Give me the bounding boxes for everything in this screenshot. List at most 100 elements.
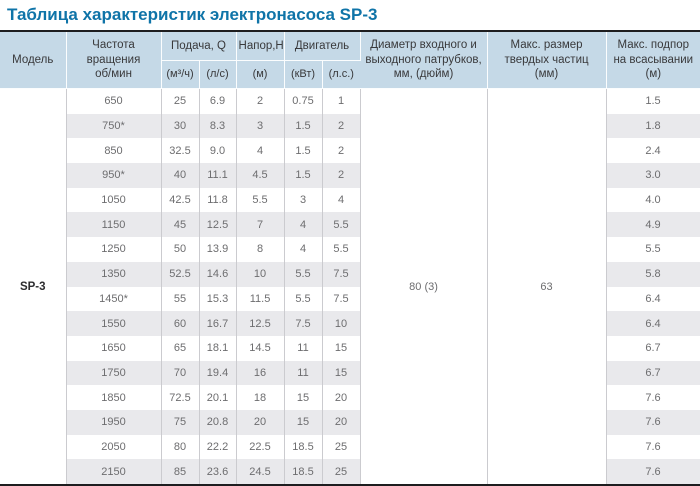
header-speed-line1: Частота: [92, 38, 135, 51]
flow-ls-cell: 13.9: [199, 237, 237, 262]
suction-cell: 5.8: [606, 261, 700, 287]
flow-m3h-cell: 45: [161, 212, 200, 238]
power-kw-cell: 11: [284, 360, 323, 386]
header-head-m-unit: (м): [236, 60, 285, 89]
flow-m3h-cell: 52.5: [161, 261, 200, 287]
header-max-suction-line1: Макс. подпор: [617, 38, 690, 51]
speed-cell: 950*: [66, 163, 162, 188]
table-row: 1450* 55 15.3 11.5 5.5 7.5 6.4: [0, 286, 700, 312]
header-flow-group: Подача, Q: [161, 31, 237, 61]
power-hp-cell: 7.5: [322, 286, 361, 312]
flow-ls-cell: 15.3: [199, 286, 237, 312]
flow-ls-cell: 18.1: [199, 335, 237, 361]
speed-cell: 1350: [66, 261, 162, 287]
flow-ls-cell: 14.6: [199, 261, 237, 287]
flow-ls-cell: 19.4: [199, 360, 237, 386]
head-cell: 10: [236, 261, 285, 287]
table-row: 1650 65 18.1 14.5 11 15 6.7: [0, 335, 700, 361]
diameter-value-cell: 80 (3): [360, 88, 488, 485]
power-hp-cell: 5.5: [322, 212, 361, 238]
header-head-group: Напор,Н: [236, 31, 285, 61]
suction-cell: 6.7: [606, 335, 700, 361]
suction-cell: 6.7: [606, 360, 700, 386]
flow-ls-cell: 11.1: [199, 163, 237, 188]
header-flow-m3h-unit: (м³/ч): [161, 60, 200, 89]
header-speed-line3: об/мин: [95, 68, 132, 81]
table-row: 1550 60 16.7 12.5 7.5 10 6.4: [0, 311, 700, 336]
header-motor-hp-unit: (л.с.): [322, 60, 361, 89]
flow-m3h-cell: 75: [161, 409, 200, 435]
flow-m3h-cell: 65: [161, 335, 200, 361]
power-kw-cell: 0.75: [284, 88, 323, 114]
table-row: 1750 70 19.4 16 11 15 6.7: [0, 360, 700, 386]
flow-m3h-cell: 42.5: [161, 187, 200, 213]
flow-m3h-cell: 80: [161, 434, 200, 460]
table-row: 1150 45 12.5 7 4 5.5 4.9: [0, 212, 700, 238]
speed-cell: 1250: [66, 237, 162, 262]
speed-cell: 750*: [66, 113, 162, 139]
table-row: 1250 50 13.9 8 4 5.5 5.5: [0, 237, 700, 262]
table-row: 1950 75 20.8 20 15 20 7.6: [0, 409, 700, 435]
power-kw-cell: 3: [284, 187, 323, 213]
head-cell: 7: [236, 212, 285, 238]
table-row: SP-3 650 25 6.9 2 0.75 1 80 (3) 63 1.5: [0, 88, 700, 485]
table-header: Модель Частота вращения об/мин Подача, Q…: [0, 31, 700, 89]
header-diameter: Диаметр входного и выходного патрубков, …: [360, 31, 488, 89]
head-cell: 16: [236, 360, 285, 386]
head-cell: 24.5: [236, 459, 285, 485]
flow-ls-cell: 9.0: [199, 138, 237, 164]
head-cell: 22.5: [236, 434, 285, 460]
table-row: 2150 85 23.6 24.5 18.5 25 7.6: [0, 459, 700, 485]
power-hp-cell: 5.5: [322, 237, 361, 262]
head-cell: 5.5: [236, 187, 285, 213]
flow-ls-cell: 20.8: [199, 409, 237, 435]
flow-m3h-cell: 30: [161, 113, 200, 139]
table-row: 1050 42.5 11.8 5.5 3 4 4.0: [0, 187, 700, 213]
header-max-suction-line2: на всасывании: [613, 53, 694, 66]
table-row: 1850 72.5 20.1 18 15 20 7.6: [0, 385, 700, 410]
head-cell: 3: [236, 113, 285, 139]
power-kw-cell: 15: [284, 385, 323, 410]
header-diameter-line1: Диаметр входного и: [370, 38, 477, 51]
head-cell: 2: [236, 88, 285, 114]
characteristics-table: Модель Частота вращения об/мин Подача, Q…: [0, 30, 700, 486]
power-hp-cell: 15: [322, 335, 361, 361]
power-kw-cell: 18.5: [284, 459, 323, 485]
speed-cell: 1650: [66, 335, 162, 361]
header-motor-group: Двигатель: [284, 31, 361, 61]
head-cell: 4: [236, 138, 285, 164]
power-hp-cell: 4: [322, 187, 361, 213]
head-cell: 8: [236, 237, 285, 262]
power-hp-cell: 2: [322, 138, 361, 164]
header-diameter-line3: мм, (дюйм): [393, 68, 454, 81]
power-kw-cell: 7.5: [284, 311, 323, 336]
flow-ls-cell: 22.2: [199, 434, 237, 460]
header-group-row: Модель Частота вращения об/мин Подача, Q…: [0, 31, 700, 89]
head-cell: 11.5: [236, 286, 285, 312]
suction-cell: 7.6: [606, 459, 700, 485]
suction-cell: 2.4: [606, 138, 700, 164]
speed-cell: 2150: [66, 459, 162, 485]
model-value-cell: SP-3: [0, 88, 67, 485]
speed-cell: 1450*: [66, 286, 162, 312]
flow-m3h-cell: 85: [161, 459, 200, 485]
power-hp-cell: 15: [322, 360, 361, 386]
header-max-suction-line3: (м): [645, 68, 662, 81]
power-kw-cell: 1.5: [284, 163, 323, 188]
flow-m3h-cell: 50: [161, 237, 200, 262]
header-motor-kw-unit: (кВт): [284, 60, 323, 89]
table-row: 950* 40 11.1 4.5 1.5 2 3.0: [0, 163, 700, 188]
power-kw-cell: 5.5: [284, 286, 323, 312]
flow-m3h-cell: 32.5: [161, 138, 200, 164]
header-speed: Частота вращения об/мин: [66, 31, 162, 89]
suction-cell: 1.8: [606, 113, 700, 139]
flow-m3h-cell: 72.5: [161, 385, 200, 410]
suction-cell: 4.9: [606, 212, 700, 238]
flow-m3h-cell: 70: [161, 360, 200, 386]
header-diameter-line2: выходного патрубков,: [365, 53, 482, 66]
speed-cell: 1850: [66, 385, 162, 410]
suction-cell: 6.4: [606, 286, 700, 312]
speed-cell: 2050: [66, 434, 162, 460]
power-hp-cell: 2: [322, 163, 361, 188]
header-flow-ls-unit: (л/с): [199, 60, 237, 89]
